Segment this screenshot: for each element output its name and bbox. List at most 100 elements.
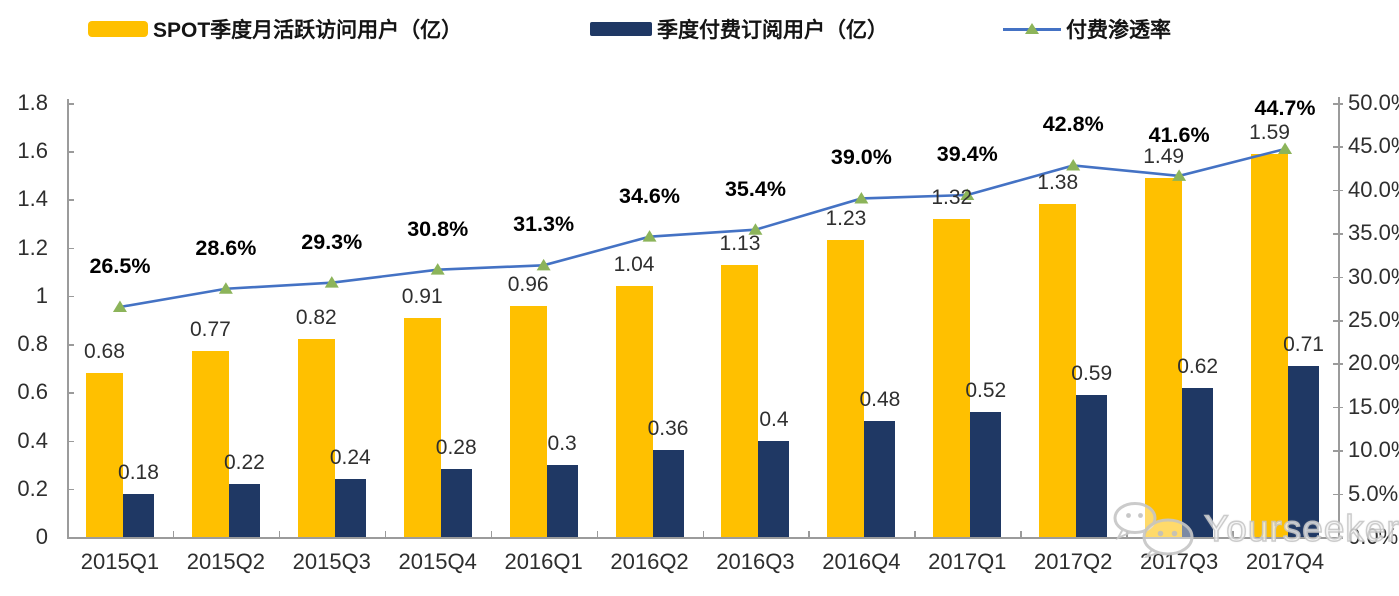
y-axis-right-tick-label: 45.0% xyxy=(1348,133,1399,159)
bar-subscribers-2016Q3 xyxy=(758,440,790,537)
bar-label-subscribers-2017Q1: 0.52 xyxy=(965,378,1007,402)
y-axis-right-tick xyxy=(1333,493,1343,496)
bar-subscribers-2016Q4 xyxy=(864,421,896,537)
y-axis-right-tick-label: 25.0% xyxy=(1348,307,1399,332)
bar-label-subscribers-2015Q1: 0.18 xyxy=(118,460,159,484)
bar-label-mau-2016Q4: 1.23 xyxy=(825,207,867,231)
y-axis-right-tick xyxy=(1333,450,1343,452)
legend-item-subscribers: 季度付费订阅用户（亿） xyxy=(590,14,888,44)
bar-label-mau-2017Q3: 1.49 xyxy=(1143,144,1185,168)
y-axis-right-tick xyxy=(1333,189,1343,192)
penetration-marker-2015Q2 xyxy=(218,282,233,294)
bar-mau-2017Q2 xyxy=(1039,204,1077,537)
penetration-marker-2017Q3 xyxy=(1172,169,1187,181)
bar-label-mau-2016Q2: 1.04 xyxy=(613,253,655,277)
y-axis-left-tick xyxy=(67,440,74,443)
y-axis-left-tick-label: 0.8 xyxy=(17,331,48,357)
penetration-label-2017Q4: 44.7% xyxy=(1254,96,1316,120)
penetration-marker-2016Q4 xyxy=(854,191,869,204)
x-axis-category-label: 2015Q1 xyxy=(80,549,160,574)
bar-mau-2016Q1 xyxy=(509,305,547,537)
penetration-label-2015Q1: 26.5% xyxy=(89,253,151,278)
penetration-label-2017Q1: 39.4% xyxy=(936,142,998,166)
legend-label-mau: SPOT季度月活跃访问用户（亿） xyxy=(153,19,463,42)
x-axis-tick xyxy=(278,531,281,537)
bar-mau-2015Q1 xyxy=(85,373,123,537)
x-axis-tick xyxy=(490,531,493,537)
penetration-marker-2016Q2 xyxy=(642,230,657,242)
bar-subscribers-2015Q1 xyxy=(122,493,154,537)
penetration-marker-2016Q3 xyxy=(748,223,763,235)
bar-label-subscribers-2016Q4: 0.48 xyxy=(859,388,901,412)
x-axis-category-label: 2015Q3 xyxy=(292,549,371,574)
y-axis-right-tick xyxy=(1333,363,1343,365)
y-axis-left-tick-label: 0.4 xyxy=(17,427,48,453)
penetration-marker-2017Q1 xyxy=(960,188,975,201)
y-axis-left-tick xyxy=(67,295,74,298)
bar-subscribers-2015Q4 xyxy=(440,469,472,537)
penetration-marker-2015Q3 xyxy=(324,276,339,288)
bar-label-subscribers-2015Q2: 0.22 xyxy=(223,450,265,474)
y-axis-left-tick-label: 1.2 xyxy=(17,234,48,260)
x-axis-category-label: 2016Q4 xyxy=(822,549,901,574)
x-axis-category-label: 2017Q2 xyxy=(1034,549,1113,574)
watermark-text: Yourseeker xyxy=(1203,507,1399,549)
legend-label-subscribers: 季度付费订阅用户（亿） xyxy=(657,19,888,42)
wechat-icon xyxy=(1113,502,1194,558)
penetration-label-2015Q4: 30.8% xyxy=(407,216,469,241)
bar-mau-2015Q4 xyxy=(403,317,441,537)
penetration-label-2017Q2: 42.8% xyxy=(1042,112,1104,137)
bar-subscribers-2016Q1 xyxy=(546,464,578,537)
x-axis xyxy=(67,537,1339,539)
bar-label-mau-2017Q4: 1.59 xyxy=(1249,120,1290,144)
bar-mau-2015Q3 xyxy=(297,339,335,537)
y-axis-left-tick xyxy=(67,151,74,153)
bar-mau-2016Q3 xyxy=(721,264,759,537)
bar-mau-2017Q1 xyxy=(933,218,971,537)
penetration-label-2016Q2: 34.6% xyxy=(619,183,681,208)
bar-mau-2015Q2 xyxy=(191,351,229,537)
x-axis-category-label: 2016Q1 xyxy=(504,549,583,574)
y-axis-left-tick xyxy=(67,103,74,105)
y-axis-left-tick xyxy=(67,537,74,539)
y-axis-left-tick xyxy=(67,344,74,346)
bar-mau-2016Q4 xyxy=(827,240,865,537)
y-axis-left-tick-label: 1.8 xyxy=(17,90,48,115)
penetration-label-2015Q3: 29.3% xyxy=(301,229,363,254)
y-axis-left-tick-label: 0.6 xyxy=(17,379,48,405)
x-axis-tick xyxy=(384,531,387,537)
legend-swatch-subscribers-bar xyxy=(590,22,652,36)
bar-label-mau-2016Q3: 1.13 xyxy=(719,231,761,255)
bar-label-mau-2015Q2: 0.77 xyxy=(189,318,231,342)
y-axis-right-tick xyxy=(1333,537,1343,539)
penetration-label-2016Q3: 35.4% xyxy=(724,176,786,201)
penetration-label-2016Q4: 39.0% xyxy=(830,145,892,170)
bar-label-subscribers-2016Q3: 0.4 xyxy=(759,407,789,431)
y-axis-right-tick-label: 15.0% xyxy=(1348,393,1399,419)
bar-mau-2017Q4 xyxy=(1251,153,1289,537)
x-axis-category-label: 2016Q3 xyxy=(716,549,795,574)
y-axis-right-tick-label: 5.0% xyxy=(1348,480,1399,506)
bar-subscribers-2017Q2 xyxy=(1076,394,1108,537)
penetration-marker-2017Q2 xyxy=(1066,158,1081,171)
y-axis-left-tick xyxy=(67,199,74,201)
y-axis-right-tick xyxy=(1333,406,1343,409)
y-axis-right-tick-label: 50.0% xyxy=(1348,90,1399,115)
x-axis-category-label: 2015Q2 xyxy=(186,549,265,574)
y-axis-left xyxy=(67,99,69,537)
y-axis-left-tick-label: 1.6 xyxy=(17,138,48,164)
x-axis-tick xyxy=(172,531,175,537)
y-axis-right-tick xyxy=(1333,233,1343,235)
penetration-label-2017Q3: 41.6% xyxy=(1148,122,1210,147)
y-axis-right xyxy=(1338,97,1340,537)
bar-label-subscribers-2015Q4: 0.28 xyxy=(435,436,477,460)
y-axis-right-tick-label: 40.0% xyxy=(1348,176,1399,202)
bar-label-subscribers-2017Q4: 0.71 xyxy=(1283,332,1324,356)
x-axis-tick xyxy=(1020,531,1022,537)
bar-label-mau-2015Q3: 0.82 xyxy=(295,306,337,330)
legend-swatch-mau-bar xyxy=(88,21,148,37)
legend-item-penetration: 付费渗透率 xyxy=(1003,14,1171,44)
